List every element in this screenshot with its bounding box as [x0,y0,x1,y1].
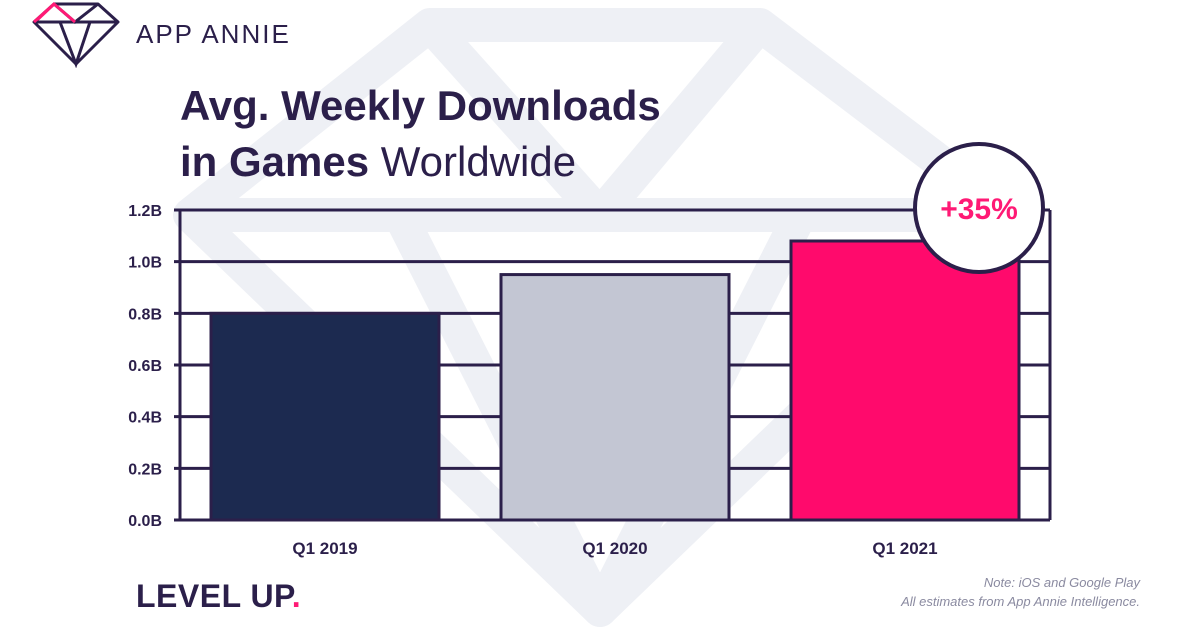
callout-circle [913,142,1045,274]
y-tick-label: 1.0B [128,255,162,272]
x-tick-label: Q1 2021 [872,539,937,558]
y-tick-label: 0.2B [128,461,162,478]
bar [789,239,1021,522]
title-line-2-light: Worldwide [380,138,577,185]
tagline: LEVEL UP. [136,578,301,615]
y-tick-label: 1.2B [128,203,162,220]
x-tick-label: Q1 2020 [582,539,647,558]
note-line-2: All estimates from App Annie Intelligenc… [901,594,1140,609]
diamond-logo-icon [32,2,120,68]
y-tick-label: 0.4B [128,410,162,427]
y-tick-label: 0.8B [128,306,162,323]
title-line-1: Avg. Weekly Downloads [180,82,661,129]
note-line-1: Note: iOS and Google Play [983,575,1140,590]
tagline-dot: . [291,578,302,614]
y-tick-label: 0.0B [128,513,162,530]
tagline-text: LEVEL UP [136,578,292,614]
title-line-2-bold: in Games [180,138,370,185]
chart-title: Avg. Weekly Downloads in Games Worldwide [180,78,661,190]
bar [209,311,441,522]
x-tick-label: Q1 2019 [292,539,357,558]
bar [499,273,731,522]
callout-label: +35% [940,193,1018,226]
brand-name: APP ANNIE [136,18,291,49]
title-line-2: in Games Worldwide [180,134,661,190]
y-tick-label: 0.6B [128,358,162,375]
source-note: Note: iOS and Google Play All estimates … [901,573,1140,611]
app-annie-logo: APP ANNIE [30,0,291,68]
